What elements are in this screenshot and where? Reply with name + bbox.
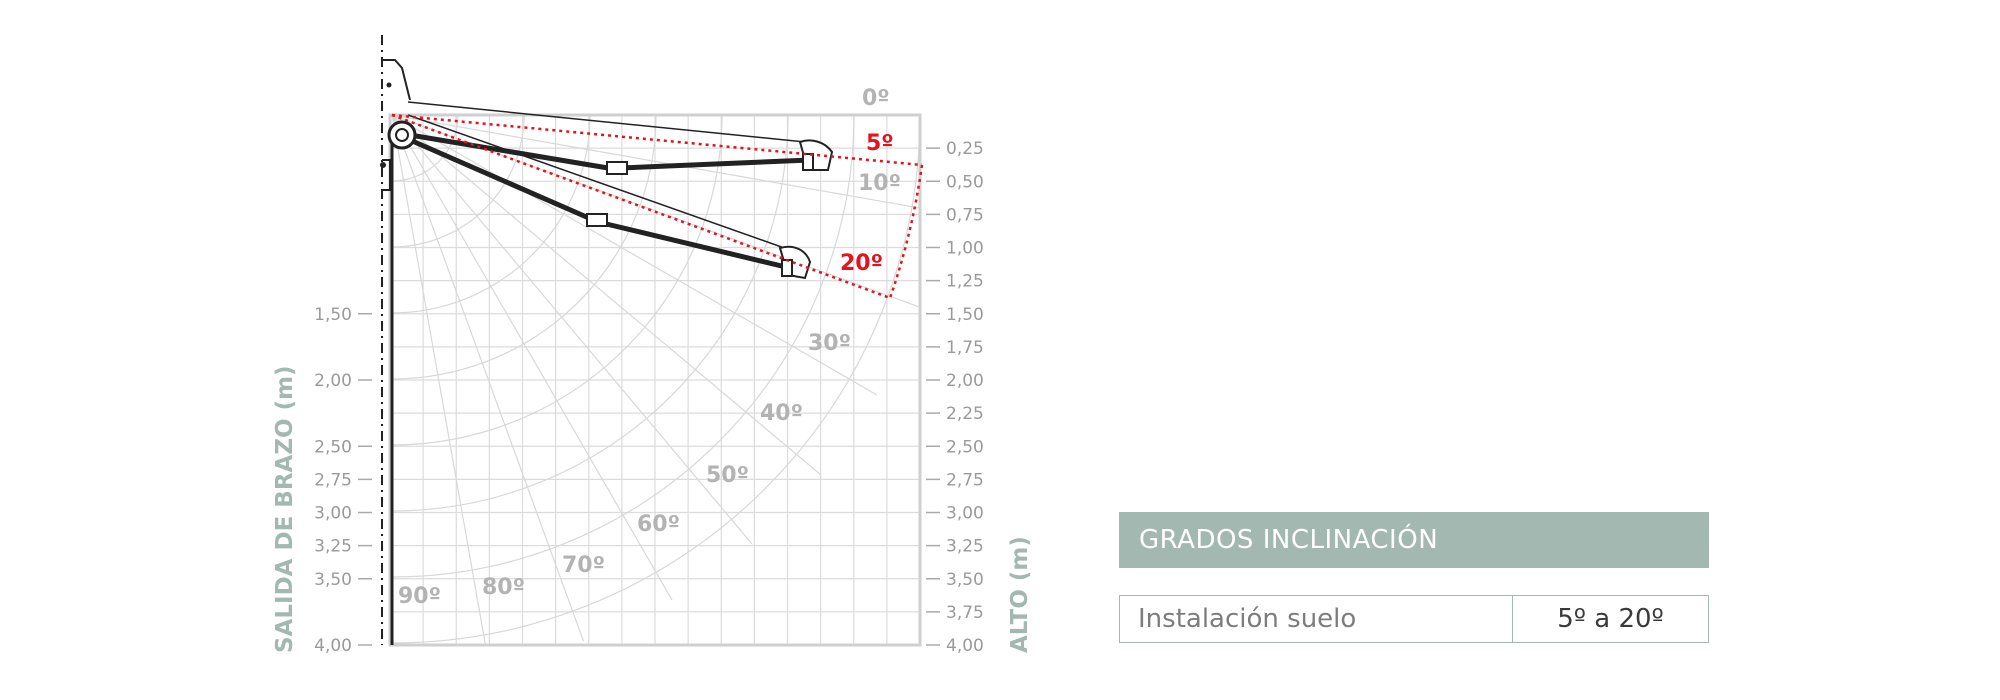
left-tick-label: 3,50 (314, 570, 352, 590)
right-tick-label: 3,25 (946, 537, 984, 557)
radius-arc (391, 115, 657, 380)
angle-label-0: 0º (862, 86, 890, 111)
right-tick-label: 1,50 (946, 305, 984, 325)
right-tick-label: 2,75 (946, 470, 984, 490)
right-axis-title: ALTO (m) (1007, 536, 1033, 653)
radius-arc (391, 115, 855, 578)
left-tick-label: 2,75 (314, 470, 352, 490)
angle-label-70: 70º (562, 553, 605, 578)
angle-ray (391, 115, 878, 396)
right-tick-label: 1,75 (946, 338, 984, 358)
mount-bolt (386, 82, 392, 88)
angle-label-10: 10º (858, 171, 901, 196)
right-tick-label: 0,50 (946, 172, 984, 192)
left-axis-ticks: 1,50 2,00 2,50 2,75 3,00 3,25 3,50 4,00 (314, 305, 372, 656)
left-tick-label: 1,50 (314, 305, 352, 325)
right-tick-label: 0,25 (946, 139, 984, 159)
angle-ray (391, 115, 673, 601)
angle-label-40: 40º (760, 401, 803, 426)
right-tick-label: 3,50 (946, 570, 984, 590)
angle-ray (391, 115, 487, 645)
grid-frame (388, 113, 922, 647)
angle-ray (391, 115, 585, 642)
right-tick-label: 4,00 (946, 636, 984, 656)
inclination-range (391, 113, 924, 300)
left-tick-label: 2,50 (314, 437, 352, 457)
angle-ray (391, 115, 822, 476)
left-tick-label: 4,00 (314, 636, 352, 656)
angle-label-90: 90º (398, 584, 441, 609)
right-tick-label: 2,00 (946, 371, 984, 391)
pivot-center (395, 128, 409, 142)
inclination-spec-table: GRADOS INCLINACIÓN Instalación suelo 5º … (1119, 512, 1709, 643)
left-tick-label: 3,00 (314, 504, 352, 524)
left-axis-title: SALIDA DE BRAZO (m) (272, 365, 298, 653)
angle-label-5: 5º (866, 131, 894, 156)
radius-arc (391, 115, 525, 248)
awning-inclination-diagram: 0º 5º 10º 20º 30º 40º 50º 60º 70º 80º 90… (272, 35, 1033, 656)
angle-label-80: 80º (482, 575, 525, 600)
right-tick-label: 1,25 (946, 272, 984, 292)
right-axis-ticks: 0,25 0,50 0,75 1,00 1,25 1,50 1,75 2,00 2,25 2,50… (926, 139, 984, 656)
radius-arcs (391, 115, 920, 644)
radius-arc (391, 115, 723, 446)
left-tick-label: 3,25 (314, 537, 352, 557)
awning-20-deg (407, 114, 812, 280)
left-tick-label: 2,00 (314, 371, 352, 391)
angle-label-20: 20º (840, 251, 883, 276)
right-tick-label: 3,75 (946, 603, 984, 623)
angle-label-60: 60º (637, 512, 680, 537)
spec-row-label: Instalación suelo (1120, 596, 1513, 642)
spec-table-header: GRADOS INCLINACIÓN (1119, 512, 1709, 568)
spec-row-value: 5º a 20º (1557, 604, 1664, 634)
right-tick-label: 3,00 (946, 504, 984, 524)
wall-bracket (382, 59, 411, 101)
wall-mount (382, 159, 391, 191)
right-tick-label: 1,00 (946, 239, 984, 259)
radius-arc (391, 115, 591, 314)
angle-label-30: 30º (808, 331, 851, 356)
angle-label-50: 50º (706, 463, 749, 488)
angle-ray (391, 115, 753, 545)
right-tick-label: 2,50 (946, 437, 984, 457)
angle-rays (391, 115, 920, 645)
mount-bolt (380, 162, 386, 168)
radius-arc (391, 115, 920, 644)
spec-table-row: Instalación suelo 5º a 20º (1119, 595, 1709, 643)
radius-arc (391, 115, 459, 182)
radius-arc (391, 115, 789, 512)
right-tick-label: 2,25 (946, 404, 984, 424)
right-tick-label: 0,75 (946, 205, 984, 225)
